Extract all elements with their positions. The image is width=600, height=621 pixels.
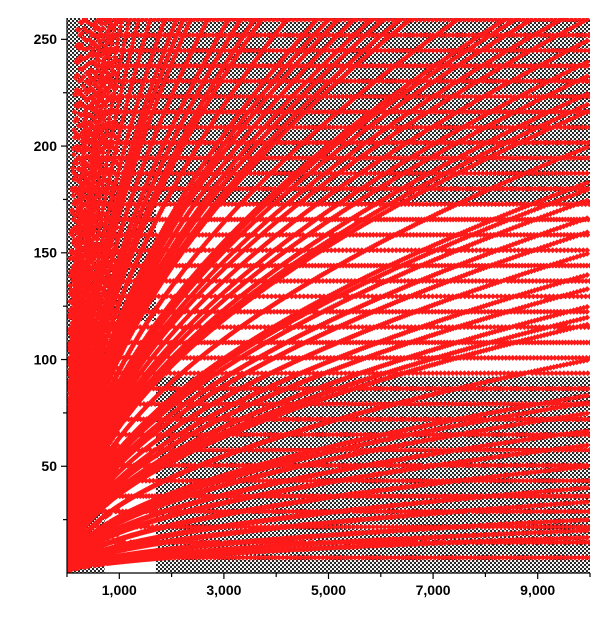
- scatter-chart: 1,000 3,000 5,000 7,000 9,000 50 100 150 200 250: [0, 0, 600, 621]
- y-tick-label: 50: [41, 458, 57, 474]
- x-tick-label: 1,000: [102, 582, 137, 598]
- x-tick-label: 7,000: [416, 582, 451, 598]
- chart-svg: 1,000 3,000 5,000 7,000 9,000 50 100 150 200 250: [0, 0, 600, 621]
- y-tick-label: 200: [34, 138, 58, 154]
- x-tick-label: 9,000: [520, 582, 555, 598]
- y-tick-label: 250: [34, 31, 58, 47]
- y-tick-label: 100: [34, 351, 58, 367]
- y-tick-label: 150: [34, 245, 58, 261]
- x-tick-label: 3,000: [206, 582, 241, 598]
- x-tick-label: 5,000: [311, 582, 346, 598]
